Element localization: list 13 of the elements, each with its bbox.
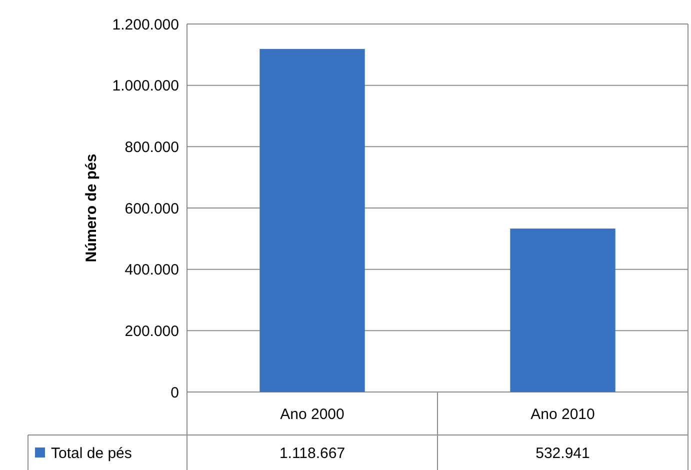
data-label: 532.941: [536, 444, 590, 462]
y-tick-label: 400.000: [124, 262, 179, 279]
y-tick-label: 800.000: [124, 138, 179, 156]
data-label: 1.118.667: [279, 444, 346, 462]
y-tick-label: 1.200.000: [112, 16, 179, 34]
y-tick-label: 600.000: [124, 200, 179, 218]
y-tick-label: 1.000.000: [112, 78, 179, 95]
y-tick-label: 200.000: [124, 322, 179, 340]
y-axis-title: Número de pés: [83, 154, 100, 262]
x-tick-label: Ano 2000: [280, 406, 344, 423]
legend-label: Total de pés: [51, 444, 132, 462]
y-tick-label: 0: [170, 384, 179, 402]
x-tick-label: Ano 2010: [530, 406, 595, 423]
